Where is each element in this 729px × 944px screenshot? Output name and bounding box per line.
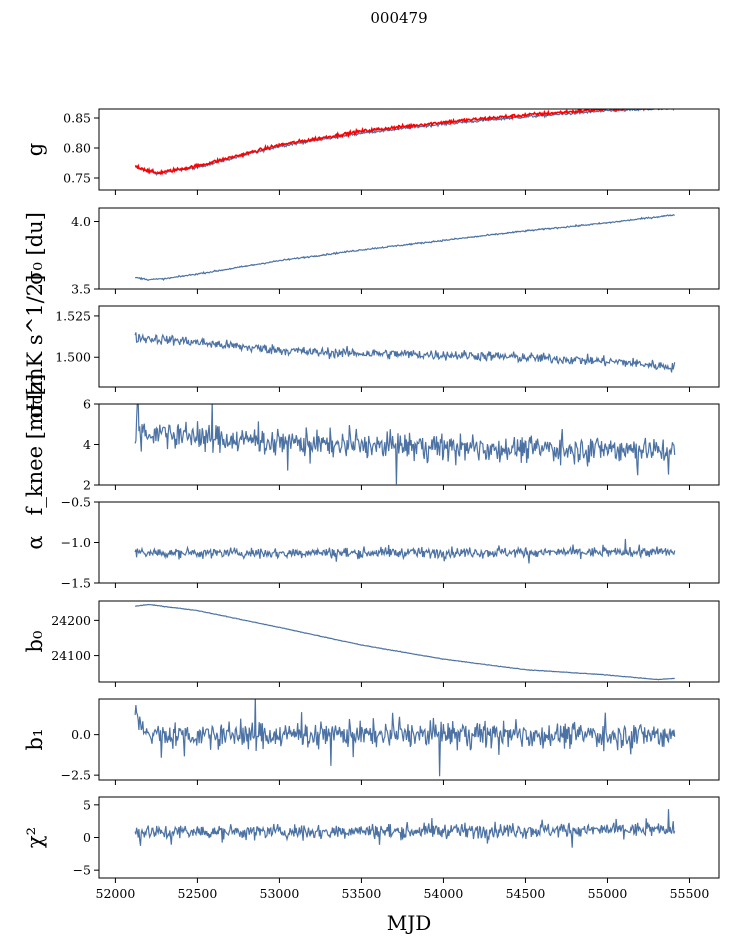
y-tick-label-chi2: −5 [73, 863, 91, 878]
axes-frame-sigma0-mk [98, 305, 720, 388]
series-line-chi2 [134, 809, 676, 848]
y-tick-label-alpha: −1.5 [61, 576, 91, 591]
y-axis-label-fknee: f_knee [mHz] [23, 374, 47, 516]
y-axis-label-alpha: α [23, 535, 47, 549]
y-axis-label-chi2: χ² [23, 827, 47, 848]
y-tick-label-gain: 0.80 [63, 141, 91, 156]
series-line-sigma0-mk [134, 332, 676, 373]
series-line-gain [134, 109, 674, 177]
y-tick-label-fknee: 6 [83, 397, 91, 412]
x-tick-label: 54000 [424, 886, 464, 901]
series-line-sigma0-du [135, 213, 675, 282]
series-line-b1 [134, 699, 676, 777]
series-line-b0 [135, 603, 675, 681]
y-axis-label-gain: g [23, 143, 47, 156]
y-tick-label-b1: 0.0 [71, 727, 91, 742]
panel-gain: 0.75 0.80 0.85 g [23, 108, 720, 195]
series-line-fknee [134, 404, 676, 485]
y-axis-label-b1: b₁ [23, 729, 47, 751]
panel-sigma0-mk: 1.500 1.525 σ₀[mK s^1/2] [23, 275, 720, 419]
y-tick-label-alpha: −1.0 [61, 535, 91, 550]
y-tick-label-b1: −2.5 [61, 768, 91, 783]
y-tick-label-chi2: 0 [83, 830, 91, 845]
panel-fknee: 2 4 6 f_knee [mHz] [23, 374, 720, 516]
x-tick-label: 52500 [178, 886, 218, 901]
x-tick-label: 53000 [260, 886, 300, 901]
axes-frame-chi2 [98, 796, 720, 879]
y-axis-label-b0: b₀ [23, 631, 47, 653]
y-tick-label-gain: 0.85 [63, 111, 91, 126]
panel-alpha: −1.5 −1.0 −0.5 α [23, 495, 720, 591]
axes-frame-sigma0-du [98, 207, 720, 290]
y-tick-label-b0: 24200 [51, 613, 91, 628]
model-line-gain [134, 109, 674, 176]
y-tick-label-sigma0-du: 3.5 [71, 282, 91, 297]
y-axis-label-sigma0-du: σ₀ [du] [23, 212, 47, 285]
y-axis-label-sigma0-mk: σ₀[mK s^1/2] [23, 275, 47, 419]
figure-title: 000479 [370, 9, 427, 27]
axes-frame-gain [98, 108, 720, 191]
y-tick-label-b0: 24100 [51, 648, 91, 663]
y-tick-label-chi2: 5 [83, 797, 91, 812]
panel-chi2: −5 0 5 52000 52500 53000 53500 54000 54500 55000 5… [23, 796, 720, 901]
panel-sigma0-du: 3.5 4.0 σ₀ [du] [23, 207, 720, 297]
x-tick-label: 52000 [96, 886, 136, 901]
x-tick-label: 54500 [506, 886, 546, 901]
panel-b0: 24100 24200 b₀ [23, 600, 720, 687]
y-tick-label-sigma0-mk: 1.525 [55, 308, 91, 323]
y-tick-label-fknee: 2 [83, 478, 91, 493]
y-tick-label-gain: 0.75 [63, 171, 91, 186]
panels-group: 0.75 0.80 0.85 g 3.5 4.0 σ₀ [du] 1.500 1.525 σ₀[m… [23, 108, 720, 901]
x-tick-label: 55500 [670, 886, 710, 901]
series-line-alpha [134, 538, 676, 564]
x-tick-label: 53500 [342, 886, 382, 901]
panel-b1: −2.5 0.0 b₁ [23, 698, 720, 785]
x-tick-label: 55000 [588, 886, 628, 901]
axes-frame-b1 [98, 698, 720, 781]
axes-frame-b0 [98, 600, 720, 683]
y-tick-label-alpha: −0.5 [61, 495, 91, 510]
x-axis-label: MJD [387, 911, 432, 935]
y-tick-label-sigma0-du: 4.0 [71, 214, 91, 229]
y-tick-label-fknee: 4 [83, 437, 91, 452]
y-tick-label-sigma0-mk: 1.500 [55, 350, 91, 365]
